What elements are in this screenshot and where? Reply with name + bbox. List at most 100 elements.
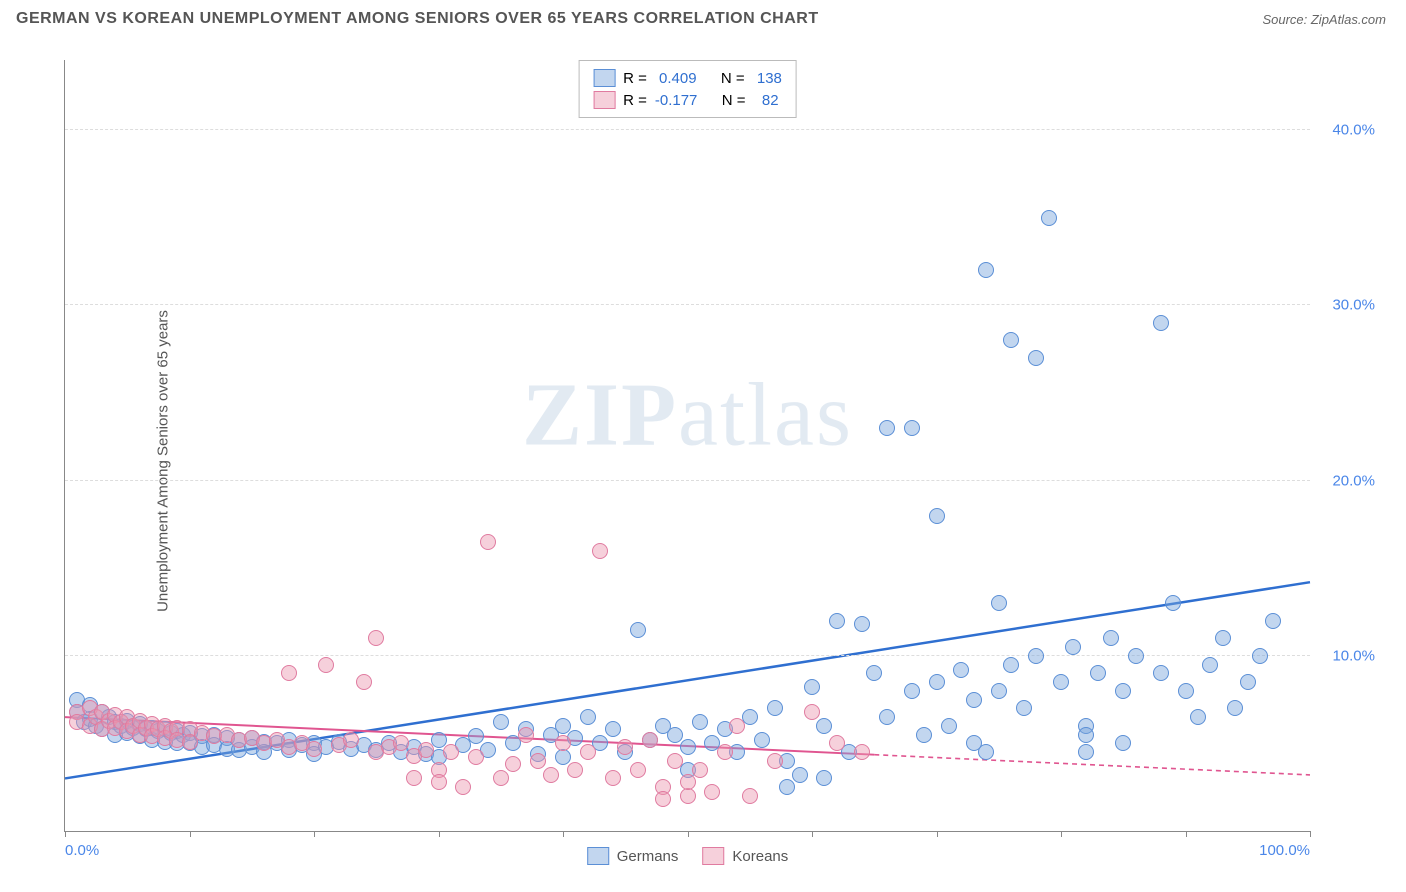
data-point	[804, 704, 820, 720]
swatch-germans-icon	[593, 69, 615, 87]
stats-row-germans: R = 0.409 N = 138	[593, 67, 782, 89]
data-point	[1090, 665, 1106, 681]
data-point	[692, 762, 708, 778]
data-point	[953, 662, 969, 678]
data-point	[854, 616, 870, 632]
x-tick-label: 0.0%	[65, 842, 99, 859]
x-tick-label: 100.0%	[1259, 842, 1310, 859]
data-point	[1265, 613, 1281, 629]
data-point	[1128, 648, 1144, 664]
data-point	[480, 534, 496, 550]
data-point	[667, 753, 683, 769]
data-point	[729, 718, 745, 734]
data-point	[804, 679, 820, 695]
source-attribution: Source: ZipAtlas.com	[1262, 12, 1386, 27]
data-point	[580, 709, 596, 725]
data-point	[779, 779, 795, 795]
data-point	[543, 767, 559, 783]
data-point	[605, 770, 621, 786]
x-tick	[65, 831, 66, 837]
data-point	[717, 744, 733, 760]
data-point	[978, 262, 994, 278]
x-tick	[1310, 831, 1311, 837]
x-tick	[190, 831, 191, 837]
data-point	[1065, 639, 1081, 655]
correlation-stats-box: R = 0.409 N = 138 R = -0.177 N = 82	[578, 60, 797, 118]
swatch-germans-icon	[587, 847, 609, 865]
gridline	[65, 129, 1310, 130]
data-point	[592, 543, 608, 559]
data-point	[1227, 700, 1243, 716]
watermark: ZIPatlas	[522, 363, 853, 466]
data-point	[306, 741, 322, 757]
data-point	[455, 779, 471, 795]
y-tick-label: 20.0%	[1332, 472, 1375, 489]
data-point	[904, 683, 920, 699]
data-point	[1115, 735, 1131, 751]
data-point	[854, 744, 870, 760]
legend: Germans Koreans	[587, 847, 789, 865]
data-point	[655, 791, 671, 807]
data-point	[929, 674, 945, 690]
data-point	[680, 774, 696, 790]
data-point	[916, 727, 932, 743]
data-point	[1016, 700, 1032, 716]
data-point	[630, 622, 646, 638]
data-point	[580, 744, 596, 760]
data-point	[393, 735, 409, 751]
y-tick-label: 30.0%	[1332, 297, 1375, 314]
x-tick	[937, 831, 938, 837]
data-point	[518, 727, 534, 743]
data-point	[343, 732, 359, 748]
data-point	[767, 700, 783, 716]
data-point	[879, 709, 895, 725]
x-tick	[314, 831, 315, 837]
data-point	[1153, 315, 1169, 331]
data-point	[991, 683, 1007, 699]
data-point	[318, 657, 334, 673]
data-point	[704, 784, 720, 800]
data-point	[1190, 709, 1206, 725]
x-tick	[439, 831, 440, 837]
data-point	[1041, 210, 1057, 226]
x-tick	[688, 831, 689, 837]
data-point	[680, 788, 696, 804]
data-point	[505, 756, 521, 772]
data-point	[1240, 674, 1256, 690]
data-point	[1028, 648, 1044, 664]
data-point	[829, 735, 845, 751]
data-point	[630, 762, 646, 778]
data-point	[929, 508, 945, 524]
data-point	[468, 749, 484, 765]
data-point	[555, 718, 571, 734]
data-point	[642, 732, 658, 748]
data-point	[966, 692, 982, 708]
swatch-koreans-icon	[702, 847, 724, 865]
data-point	[431, 774, 447, 790]
data-point	[941, 718, 957, 734]
swatch-koreans-icon	[593, 91, 615, 109]
gridline	[65, 480, 1310, 481]
data-point	[866, 665, 882, 681]
data-point	[680, 739, 696, 755]
stats-row-koreans: R = -0.177 N = 82	[593, 89, 782, 111]
data-point	[567, 762, 583, 778]
data-point	[904, 420, 920, 436]
data-point	[605, 721, 621, 737]
data-point	[356, 674, 372, 690]
data-point	[493, 714, 509, 730]
data-point	[555, 749, 571, 765]
gridline	[65, 304, 1310, 305]
data-point	[493, 770, 509, 786]
data-point	[530, 753, 546, 769]
data-point	[991, 595, 1007, 611]
data-point	[1202, 657, 1218, 673]
data-point	[966, 735, 982, 751]
data-point	[767, 753, 783, 769]
data-point	[879, 420, 895, 436]
x-tick	[812, 831, 813, 837]
x-tick	[1186, 831, 1187, 837]
data-point	[667, 727, 683, 743]
x-tick	[563, 831, 564, 837]
data-point	[1003, 332, 1019, 348]
